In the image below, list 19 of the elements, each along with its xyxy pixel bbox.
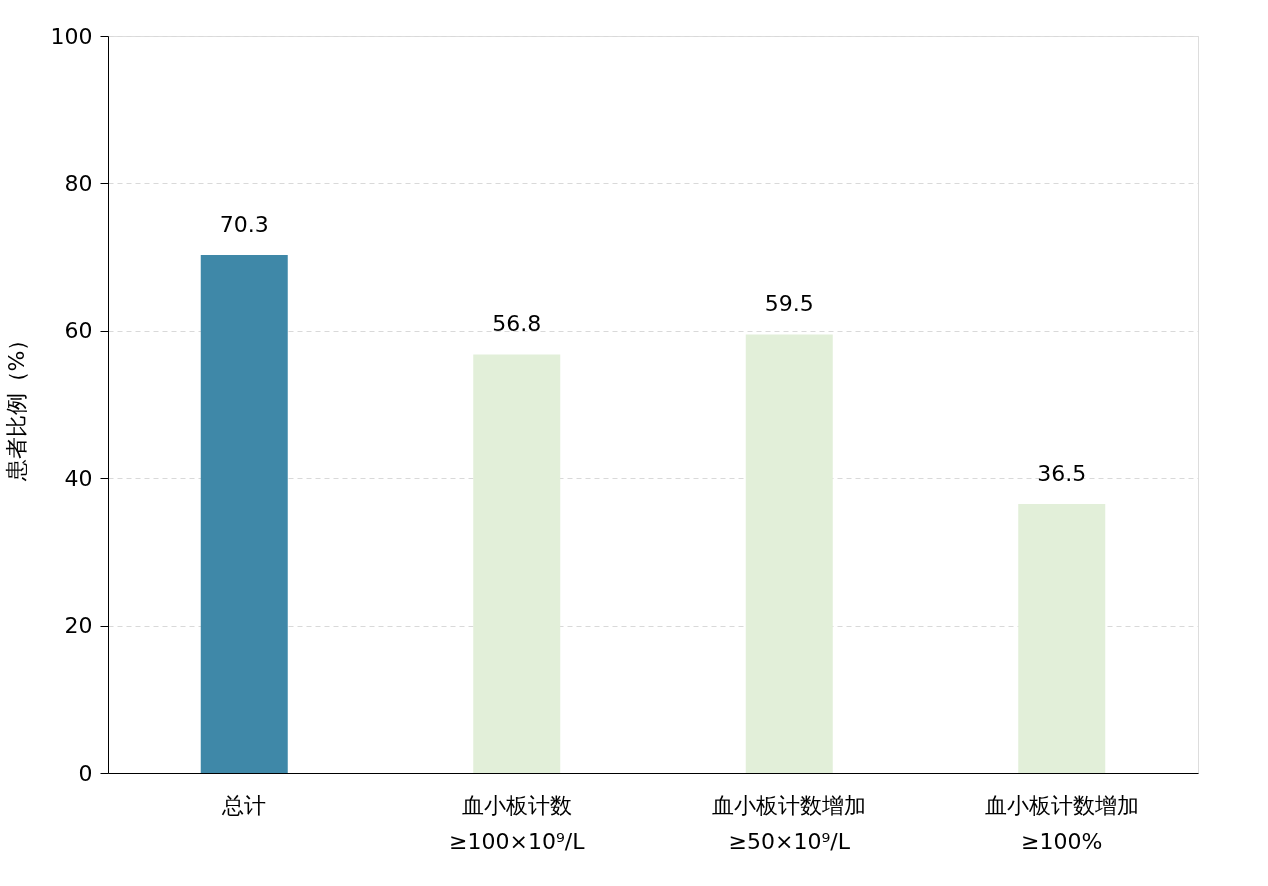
y-axis-title: 患者比例（%） xyxy=(3,328,29,483)
x-tick-label: 血小板计数增加 ≥100% xyxy=(984,792,1139,854)
bar xyxy=(473,354,561,773)
y-tick-label: 0 xyxy=(78,760,93,786)
data-label: 70.3 xyxy=(219,211,269,237)
data-label: 56.8 xyxy=(492,311,542,337)
x-tick-label: 血小板计数 ≥100×10⁹/L xyxy=(449,792,586,854)
data-label: 36.5 xyxy=(1037,460,1087,486)
y-tick-label: 20 xyxy=(64,613,93,639)
y-tick-label: 60 xyxy=(64,318,93,344)
y-tick-label: 100 xyxy=(50,23,93,49)
x-tick-label: 血小板计数增加 ≥50×10⁹/L xyxy=(712,792,867,854)
data-label: 59.5 xyxy=(764,291,814,317)
y-tick-label: 40 xyxy=(64,465,93,491)
x-tick-label: 总计 xyxy=(221,792,267,818)
y-tick-label: 80 xyxy=(64,170,93,196)
bar xyxy=(745,334,833,773)
bar xyxy=(1018,504,1106,773)
bar xyxy=(200,254,288,773)
